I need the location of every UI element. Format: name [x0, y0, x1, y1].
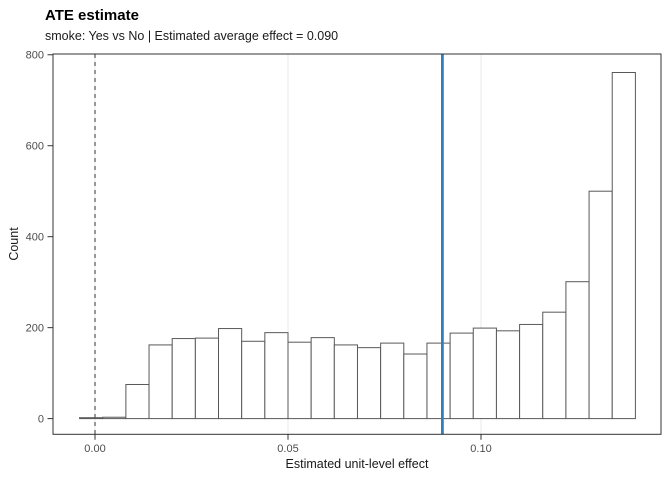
histogram-bar	[148, 344, 173, 420]
histogram-bar	[171, 338, 196, 420]
x-tick-label: 0.10	[470, 443, 491, 455]
x-tick-label: 0.00	[84, 443, 105, 455]
histogram-bar	[264, 332, 289, 420]
histogram-bar	[611, 71, 636, 420]
y-axis-label: Count	[7, 227, 21, 261]
chart-title: ATE estimate	[45, 7, 139, 24]
histogram-bar	[565, 281, 590, 420]
histogram-bar	[79, 417, 104, 420]
x-tick-label: 0.05	[277, 443, 298, 455]
histogram-bar	[218, 328, 243, 420]
histogram-bar	[495, 330, 521, 420]
histogram-bar	[333, 344, 358, 420]
histogram-bar	[310, 337, 335, 420]
y-tick-label: 400	[26, 231, 44, 243]
y-tick-label: 200	[26, 322, 44, 334]
y-tick-label: 800	[26, 50, 44, 62]
histogram-bar	[287, 341, 312, 420]
histogram-bar	[194, 337, 220, 420]
histogram-bar	[403, 353, 428, 420]
y-tick-label: 0	[38, 413, 44, 425]
chart-subtitle: smoke: Yes vs No | Estimated average eff…	[45, 29, 339, 43]
histogram-bar	[542, 311, 567, 420]
histogram-bar	[426, 342, 451, 420]
histogram-bar	[241, 340, 266, 420]
y-tick-label: 600	[26, 141, 44, 153]
histogram-bar	[125, 383, 150, 420]
histogram-bar	[472, 327, 497, 420]
histogram-bar	[519, 323, 544, 420]
histogram-bar	[380, 342, 405, 420]
panel-border	[52, 53, 662, 435]
histogram-bar	[449, 332, 474, 420]
histogram-bar	[356, 347, 382, 420]
histogram-bar	[588, 190, 613, 420]
x-axis-label: Estimated unit-level effect	[285, 457, 429, 471]
histogram-bar	[102, 416, 127, 420]
